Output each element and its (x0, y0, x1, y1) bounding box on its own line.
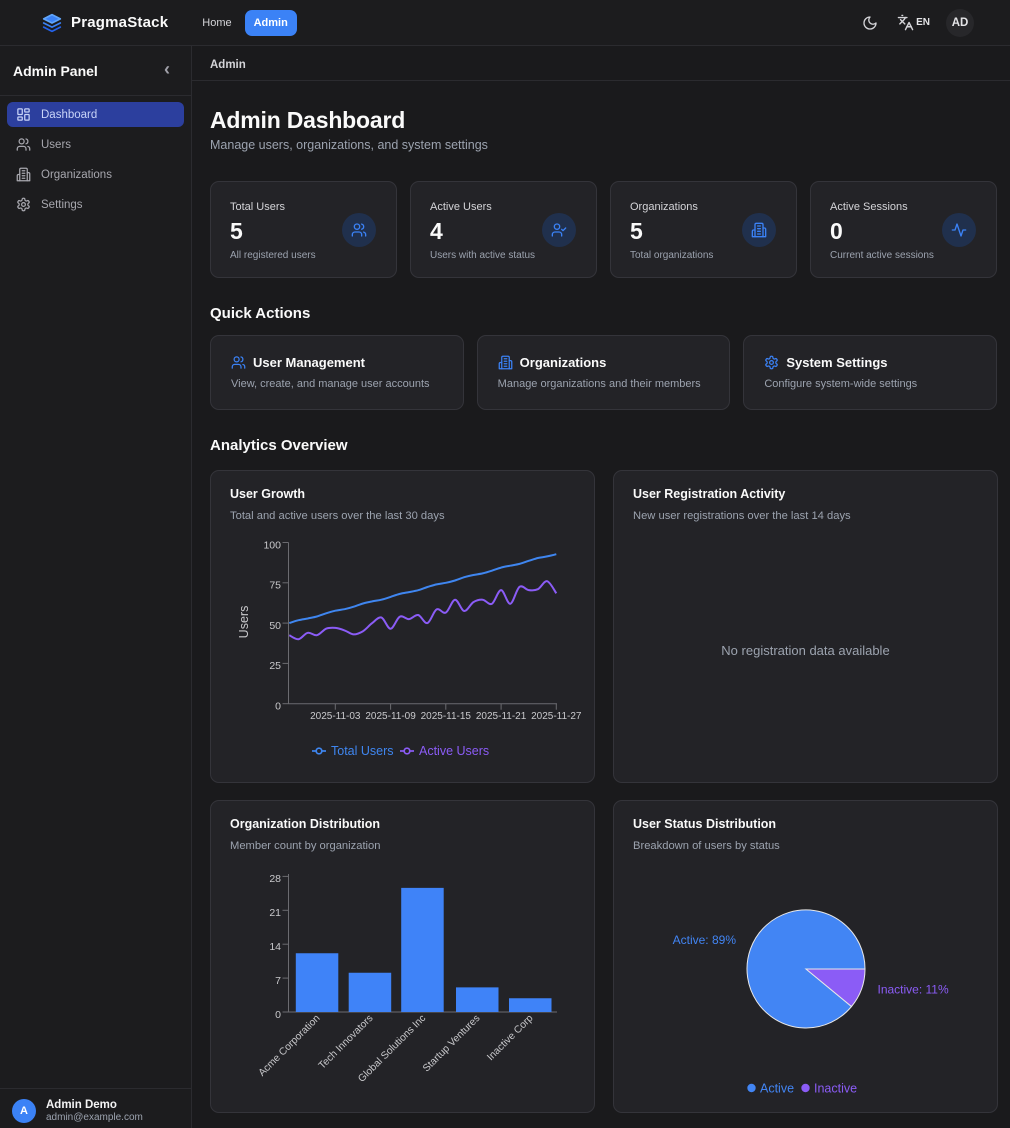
svg-text:Total Users: Total Users (331, 744, 394, 758)
svg-text:2025-11-21: 2025-11-21 (476, 711, 527, 722)
svg-text:2025-11-27: 2025-11-27 (531, 711, 582, 722)
svg-text:100: 100 (263, 539, 281, 551)
svg-text:Acme Corporation: Acme Corporation (257, 1013, 323, 1079)
svg-text:Inactive: Inactive (814, 1082, 857, 1096)
svg-text:7: 7 (275, 975, 281, 987)
svg-text:Active: Active (760, 1082, 794, 1096)
svg-text:2025-11-09: 2025-11-09 (365, 711, 416, 722)
svg-text:75: 75 (269, 580, 281, 592)
svg-text:Active: 89%: Active: 89% (673, 933, 737, 947)
svg-text:2025-11-15: 2025-11-15 (421, 711, 472, 722)
svg-text:Active Users: Active Users (419, 744, 489, 758)
svg-text:0: 0 (275, 1009, 281, 1021)
svg-text:28: 28 (269, 873, 281, 885)
svg-text:Inactive Corp: Inactive Corp (485, 1013, 535, 1063)
svg-text:Users: Users (237, 606, 251, 639)
svg-text:14: 14 (269, 941, 281, 953)
svg-text:Startup Ventures: Startup Ventures (421, 1013, 482, 1074)
svg-text:21: 21 (269, 907, 281, 919)
svg-text:0: 0 (275, 701, 281, 713)
svg-text:25: 25 (269, 660, 281, 672)
svg-text:Tech Innovators: Tech Innovators (317, 1013, 376, 1072)
svg-text:50: 50 (269, 620, 281, 632)
svg-text:Inactive: 11%: Inactive: 11% (878, 983, 949, 997)
svg-text:2025-11-03: 2025-11-03 (310, 711, 361, 722)
